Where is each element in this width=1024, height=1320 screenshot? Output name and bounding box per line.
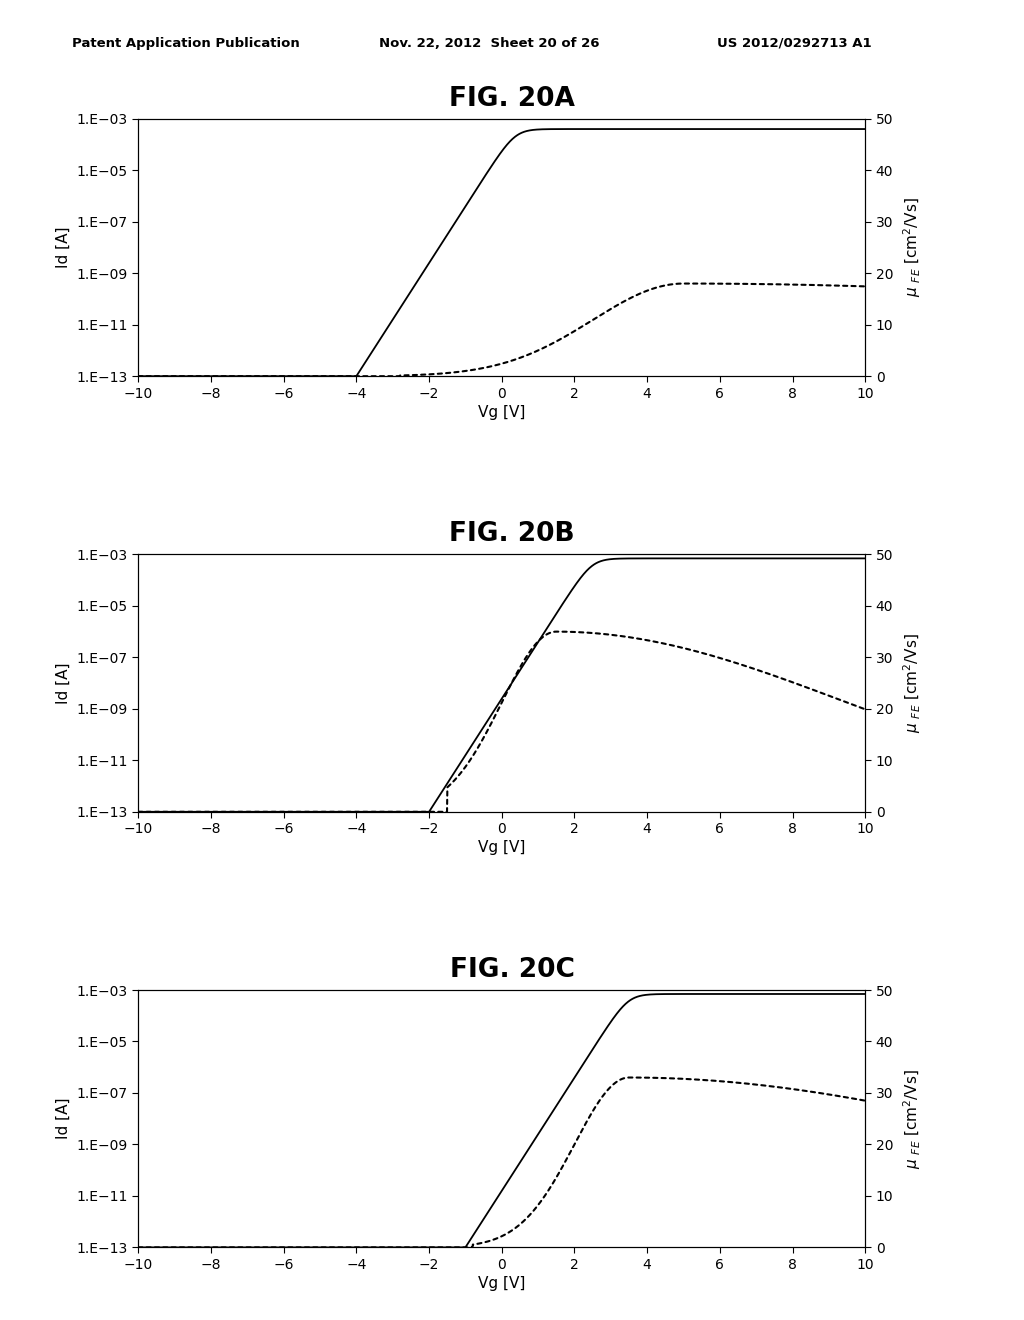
- Y-axis label: Id [A]: Id [A]: [56, 663, 71, 704]
- Y-axis label: $\mu$ $_{FE}$ [cm$^2$/Vs]: $\mu$ $_{FE}$ [cm$^2$/Vs]: [902, 634, 924, 733]
- Text: US 2012/0292713 A1: US 2012/0292713 A1: [717, 37, 871, 50]
- Text: Patent Application Publication: Patent Application Publication: [72, 37, 299, 50]
- Y-axis label: Id [A]: Id [A]: [56, 227, 71, 268]
- X-axis label: Vg [V]: Vg [V]: [478, 841, 525, 855]
- Y-axis label: $\mu$ $_{FE}$ [cm$^2$/Vs]: $\mu$ $_{FE}$ [cm$^2$/Vs]: [902, 1069, 924, 1168]
- Text: FIG. 20B: FIG. 20B: [450, 521, 574, 548]
- Text: FIG. 20A: FIG. 20A: [450, 86, 574, 112]
- X-axis label: Vg [V]: Vg [V]: [478, 1276, 525, 1291]
- X-axis label: Vg [V]: Vg [V]: [478, 405, 525, 420]
- Text: FIG. 20C: FIG. 20C: [450, 957, 574, 983]
- Y-axis label: Id [A]: Id [A]: [56, 1098, 71, 1139]
- Text: Nov. 22, 2012  Sheet 20 of 26: Nov. 22, 2012 Sheet 20 of 26: [379, 37, 599, 50]
- Y-axis label: $\mu$ $_{FE}$ [cm$^2$/Vs]: $\mu$ $_{FE}$ [cm$^2$/Vs]: [902, 198, 924, 297]
